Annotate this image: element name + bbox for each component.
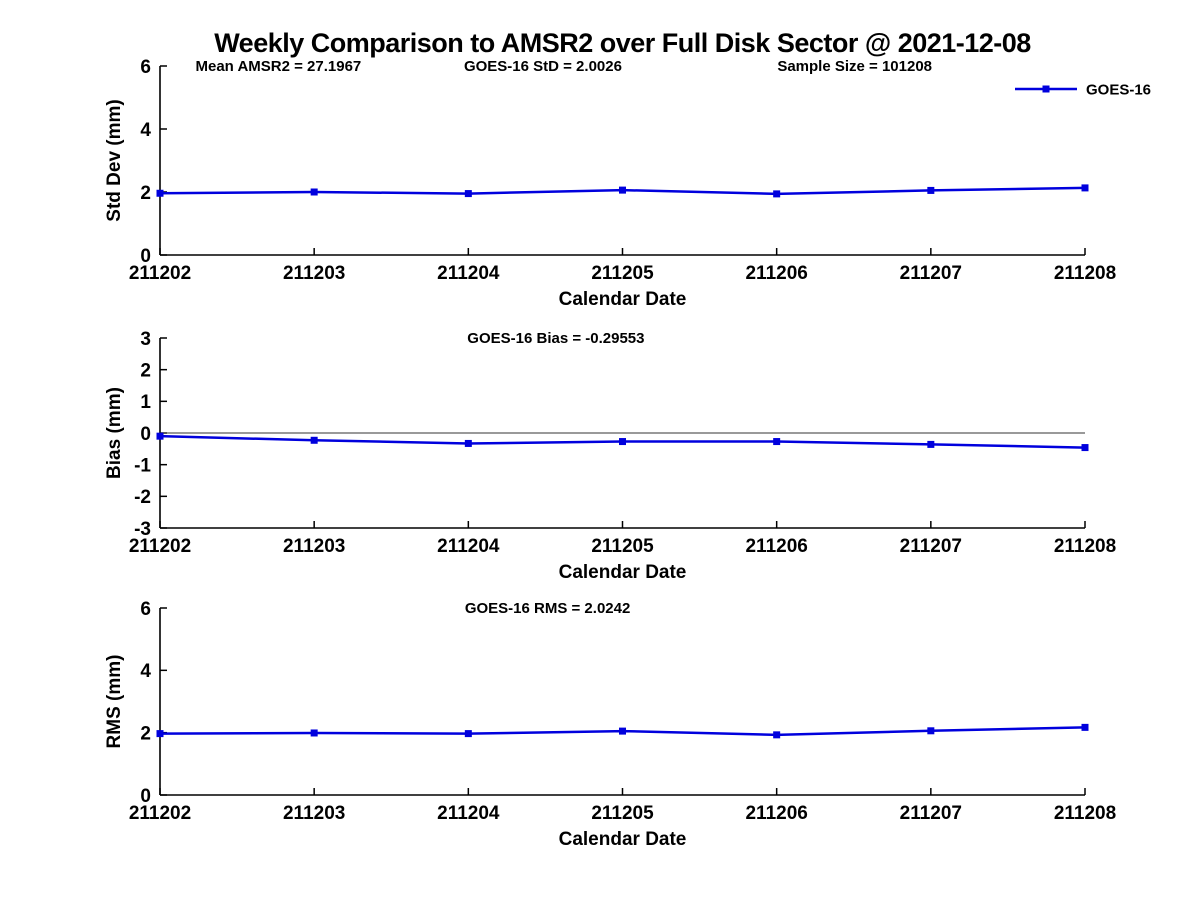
x-tick-label: 211208 (1054, 803, 1116, 824)
y-tick-label: 6 (140, 599, 151, 620)
x-tick-label: 211202 (129, 803, 191, 824)
legend: GOES-16 (1015, 81, 1151, 98)
y-tick-label: -1 (134, 456, 151, 477)
x-tick-label: 211207 (900, 803, 962, 824)
x-axis-label: Calendar Date (559, 829, 687, 850)
y-tick-label: 4 (140, 120, 151, 141)
x-tick-label: 211203 (283, 536, 345, 557)
data-point-marker (464, 190, 472, 198)
y-tick-label: 1 (140, 392, 151, 413)
data-point-marker (619, 186, 626, 194)
y-tick-label: 0 (140, 246, 151, 267)
x-tick-label: 211204 (437, 263, 500, 284)
panel-bias: -3 -2 -1 0 1 2 3 211202 211203 211204 211205 211206… (104, 329, 1116, 583)
data-point-marker (927, 186, 935, 194)
annotation-text: Mean AMSR2 = 27.1967 (196, 58, 362, 75)
data-point-marker (156, 189, 164, 197)
data-point-marker (310, 188, 318, 196)
x-tick-label: 211204 (437, 536, 500, 557)
x-tick-label: 211203 (283, 803, 345, 824)
panel-rms: 0 2 4 6 211202 211203 211204 211205 211206 211207… (104, 599, 1116, 850)
x-tick-label: 211202 (129, 536, 191, 557)
x-tick-label: 211206 (745, 803, 807, 824)
y-tick-label: 4 (140, 661, 151, 682)
x-tick-label: 211205 (591, 263, 654, 284)
legend-label: GOES-16 (1086, 81, 1151, 98)
x-tick-label: 211202 (129, 263, 191, 284)
figure-title: Weekly Comparison to AMSR2 over Full Dis… (214, 28, 1031, 58)
data-point-marker (773, 438, 781, 446)
y-axis-label: Bias (mm) (104, 387, 125, 479)
x-axis-label: Calendar Date (559, 289, 687, 310)
x-tick-label: 211206 (745, 263, 807, 284)
x-axis-label: Calendar Date (559, 562, 687, 583)
x-tick-label: 211207 (900, 536, 962, 557)
x-tick-label: 211205 (591, 803, 654, 824)
y-tick-label: -3 (134, 519, 151, 540)
data-point-marker (1081, 184, 1089, 192)
data-point-marker (464, 439, 472, 447)
y-tick-label: 2 (140, 724, 151, 745)
y-tick-label: 0 (140, 424, 151, 445)
x-tick-label: 211204 (437, 803, 500, 824)
y-tick-label: -2 (134, 487, 151, 508)
data-point-marker (773, 190, 781, 198)
data-point-marker (310, 436, 318, 444)
y-axis-label: Std Dev (mm) (104, 99, 125, 221)
annotation-text: Sample Size = 101208 (777, 58, 932, 75)
annotation-text: GOES-16 Bias = -0.29553 (467, 330, 644, 347)
y-tick-label: 0 (140, 786, 151, 807)
data-point-marker (927, 727, 935, 735)
annotation-text: GOES-16 StD = 2.0026 (464, 58, 622, 75)
annotation-text: GOES-16 RMS = 2.0242 (465, 600, 631, 617)
y-tick-label: 3 (140, 329, 151, 350)
x-tick-label: 211208 (1054, 536, 1116, 557)
data-point-marker (1081, 444, 1089, 452)
x-tick-label: 211208 (1054, 263, 1116, 284)
x-tick-label: 211207 (900, 263, 962, 284)
data-point-marker (773, 731, 781, 739)
data-point-marker (156, 730, 164, 738)
y-tick-label: 2 (140, 183, 151, 204)
x-tick-label: 211203 (283, 263, 345, 284)
legend-marker (1042, 85, 1050, 93)
y-tick-label: 2 (140, 361, 151, 382)
y-axis-label: RMS (mm) (104, 655, 125, 749)
data-point-marker (619, 438, 626, 446)
data-point-marker (1081, 723, 1089, 731)
data-point-marker (156, 432, 164, 440)
x-tick-label: 211205 (591, 536, 654, 557)
x-tick-label: 211206 (745, 536, 807, 557)
y-tick-label: 6 (140, 57, 151, 78)
data-point-marker (927, 440, 935, 448)
data-point-marker (619, 727, 626, 735)
data-point-marker (464, 730, 472, 738)
panel-std-dev: 0 2 4 6 211202 211203 211204 211205 211206 211207… (104, 57, 1151, 310)
data-point-marker (310, 729, 318, 737)
